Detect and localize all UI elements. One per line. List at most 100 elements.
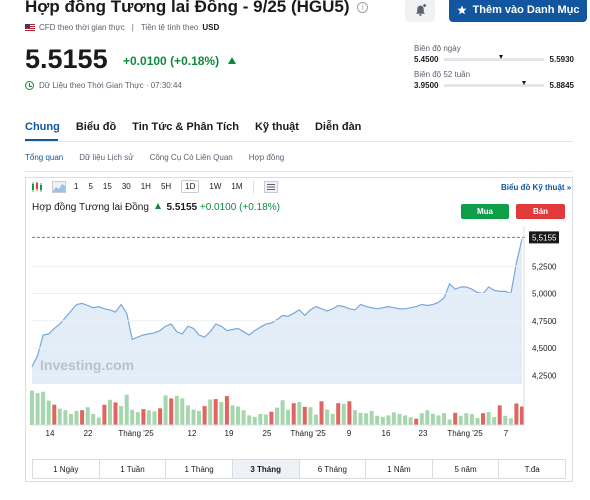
- currency-label: Tiền tệ tính theo: [140, 23, 199, 32]
- volume-bar: [380, 416, 385, 425]
- subtab-contracts[interactable]: Hợp đồng: [248, 153, 285, 162]
- volume-bar: [108, 399, 112, 425]
- period-max[interactable]: T.đa: [524, 464, 540, 474]
- period-1m[interactable]: 1 Tháng: [166, 460, 233, 478]
- tab-forum[interactable]: Diễn đàn: [314, 121, 362, 133]
- interval-1mo[interactable]: 1M: [231, 182, 243, 191]
- volume-bar: [508, 418, 513, 425]
- volume-bar: [180, 398, 185, 425]
- up-arrow-icon: [154, 203, 161, 209]
- volume-bar: [135, 412, 140, 425]
- week52-range-label: Biên độ 52 tuần: [414, 70, 471, 79]
- period-5y[interactable]: 5 năm: [433, 460, 500, 478]
- interval-15m[interactable]: 15: [102, 182, 112, 191]
- volume-bar: [364, 413, 369, 425]
- volume-bar: [141, 409, 146, 425]
- x-tick-label: Tháng '25: [118, 429, 154, 438]
- volume-bar: [492, 416, 497, 425]
- period-3m[interactable]: 3 Tháng: [232, 460, 300, 478]
- volume-bar: [425, 410, 430, 425]
- volume-bar: [241, 410, 246, 425]
- area-chart-icon[interactable]: [52, 180, 66, 193]
- interval-30m[interactable]: 30: [121, 182, 131, 191]
- period-selector: 1 Ngày 1 Tuần 1 Tháng 3 Tháng 6 Tháng 1 …: [32, 459, 566, 479]
- x-axis: 14 22 Tháng '25 12 19 25 Tháng '25 9 16 23 Tháng '…: [32, 424, 524, 438]
- y-axis: 5,2500 5,0000 4,7500 4,5000 4,2500 5,5155: [32, 226, 559, 425]
- tab-chart[interactable]: Biểu đồ: [75, 121, 117, 133]
- x-tick-label: 22: [84, 429, 93, 438]
- x-tick-label: Tháng '25: [447, 429, 483, 438]
- volume-layer: [30, 390, 524, 426]
- period-6m[interactable]: 6 Tháng: [300, 460, 367, 478]
- tab-news[interactable]: Tin Tức & Phân Tích: [132, 121, 239, 133]
- day-range-bar: [444, 55, 544, 61]
- subtab-related[interactable]: Công Cụ Có Liên Quan: [149, 153, 233, 162]
- volume-bar: [80, 410, 85, 425]
- volume-bar: [325, 409, 330, 425]
- volume-bar: [213, 399, 218, 425]
- x-tick-label: 12: [188, 429, 197, 438]
- volume-bar: [96, 417, 101, 425]
- volume-bar: [163, 395, 168, 425]
- x-tick-label: 16: [382, 429, 391, 438]
- volume-bar: [197, 410, 201, 425]
- y-tick-label: 4,7500: [532, 317, 557, 326]
- change-value: +0.0100: [123, 54, 167, 68]
- x-tick-label: 19: [225, 429, 234, 438]
- add-to-watchlist-label: Thêm vào Danh Mục: [472, 3, 580, 16]
- period-1y[interactable]: 1 Năm: [366, 460, 433, 478]
- period-1w[interactable]: 1 Tuần: [100, 460, 167, 478]
- subtab-summary[interactable]: Tổng quan: [25, 153, 64, 162]
- tab-overview[interactable]: Chung: [25, 121, 60, 133]
- x-tick-label: Tháng '25: [290, 429, 326, 438]
- price-chart[interactable]: Investing.com 5,2500 5,0000 4,7500 4,5000 4,…: [26, 222, 571, 440]
- add-to-watchlist-button[interactable]: Thêm vào Danh Mục: [449, 0, 587, 22]
- realtime-text: Dữ Liệu theo Thời Gian Thực · 07:30:44: [39, 81, 182, 90]
- interval-5h[interactable]: 5H: [160, 182, 172, 191]
- volume-bar: [297, 402, 302, 425]
- sell-button[interactable]: Bán: [516, 204, 565, 219]
- interval-1d[interactable]: 1D: [181, 180, 200, 193]
- market-type: CFD theo thời gian thực: [39, 23, 125, 32]
- volume-bar: [85, 407, 90, 425]
- realtime-note: Dữ Liệu theo Thời Gian Thực · 07:30:44: [25, 81, 182, 90]
- clock-icon: [25, 81, 34, 90]
- market-meta: CFD theo thời gian thực | Tiền tệ tính t…: [25, 23, 219, 32]
- tab-technical[interactable]: Kỹ thuật: [254, 121, 299, 133]
- interval-1m[interactable]: 1: [74, 182, 79, 191]
- chart-toolbar: 1 5 15 30 1H 5H 1D 1W 1M: [30, 180, 286, 193]
- period-1d[interactable]: 1 Ngày: [33, 460, 100, 478]
- volume-bar: [514, 403, 519, 425]
- volume-bar: [275, 407, 279, 425]
- volume-bar: [397, 413, 402, 425]
- volume-bar: [119, 406, 124, 425]
- technical-chart-link[interactable]: Biểu đồ Kỹ thuật »: [501, 183, 572, 192]
- last-price: 5.5155: [25, 44, 108, 74]
- info-icon[interactable]: i: [357, 2, 369, 13]
- volume-bar: [442, 413, 446, 425]
- volume-bar: [319, 401, 324, 425]
- interval-1w[interactable]: 1W: [209, 182, 222, 191]
- buy-button[interactable]: Mua: [461, 204, 509, 219]
- interval-5m[interactable]: 5: [88, 182, 93, 191]
- subtab-history[interactable]: Dữ liệu Lịch sử: [79, 153, 134, 162]
- volume-bar: [236, 406, 240, 425]
- volume-bar: [247, 415, 252, 425]
- volume-bar: [113, 402, 118, 425]
- volume-bar: [475, 418, 480, 425]
- volume-bar: [269, 411, 274, 425]
- volume-bar: [158, 408, 163, 425]
- interval-1h[interactable]: 1H: [140, 182, 151, 191]
- sub-tabs: Tổng quan Dữ liệu Lịch sử Công Cụ Có Liê…: [25, 153, 284, 162]
- volume-bar: [219, 402, 224, 425]
- volume-bar: [69, 413, 73, 425]
- chart-price: 5.5155: [166, 202, 198, 213]
- volume-bar: [503, 415, 508, 426]
- chart-settings-icon[interactable]: [263, 180, 278, 193]
- subtabs-divider: [25, 171, 573, 172]
- candlestick-icon[interactable]: [30, 181, 44, 193]
- volume-bar: [464, 413, 469, 425]
- change-percent: (+0.18%): [170, 54, 220, 68]
- alert-bell-button[interactable]: [405, 0, 435, 22]
- x-tick-label: 25: [263, 429, 272, 438]
